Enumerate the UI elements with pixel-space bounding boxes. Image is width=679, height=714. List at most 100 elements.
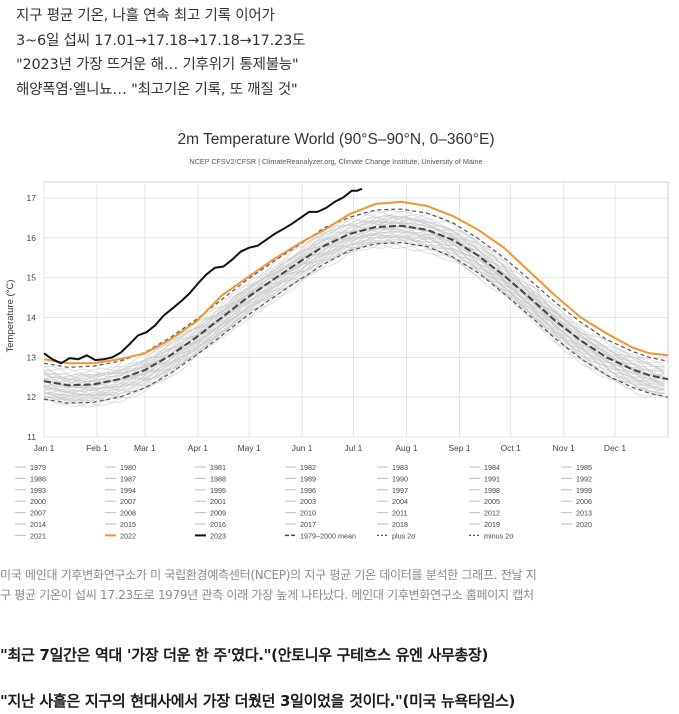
legend-label: 2000 [30,497,46,506]
legend-label: 1998 [484,486,500,495]
y-tick-label: 14 [27,312,37,322]
historical-year-line [43,239,665,407]
legend-label: 2008 [120,509,136,518]
chart-series [43,187,669,404]
x-tick-label: Nov 1 [553,443,575,453]
legend-label: 1985 [576,463,592,472]
historical-year-line [43,221,665,386]
legend-label: 1979–2000 mean [300,531,356,540]
bullet-line: 3~6일 섭씨 17.01→17.18→17.18→17.23도 [16,32,306,49]
legend-label: 2007 [120,497,136,506]
x-tick-label: Mar 1 [134,443,156,453]
legend-label: 1987 [120,474,136,483]
x-tick-label: Oct 1 [501,443,522,453]
legend-label: 1980 [120,463,136,472]
chart-grid [43,181,669,438]
plot-frame [43,181,669,438]
x-tick-label: Feb 1 [86,443,108,453]
y-tick-label: 17 [27,193,37,203]
y-axis-label: Temperature (°C) [5,280,16,353]
legend-label: 1983 [392,463,408,472]
chart-caption: 미국 메인대 기후변화연구소가 미 국립환경예측센터(NCEP)의 지구 평균 … [0,566,679,605]
caption-line: 구 평균 기온이 섭씨 17.23도로 1979년 관측 이래 가장 높게 나타… [0,587,534,602]
legend-label: 2019 [484,520,500,529]
y-tick-label: 16 [27,233,37,243]
bullet-line: 해양폭염·엘니뇨… "최고기온 기록, 또 깨질 것" [16,81,298,98]
legend-label: 2023 [210,531,226,540]
x-tick-label: Jun 1 [292,443,313,453]
legend-label: 1996 [300,486,316,495]
x-tick-label: May 1 [238,443,261,453]
legend-label: 2010 [300,509,316,518]
legend-label: 2012 [484,509,500,518]
chart-legend: 1979 1980 1981 1982 1983 1984 1985 1986 1987 1988… [15,463,592,540]
bullet-line: "2023년 가장 뜨거운 해… 기후위기 통제불능" [16,57,299,73]
historical-year-line [43,218,665,383]
legend-label: 1982 [300,463,316,472]
quote-nytimes: "지난 사흘은 지구의 현대사에서 가장 더웠던 3일이었을 것이다."(미국 … [0,692,516,710]
y-tick-label: 12 [27,392,37,402]
temperature-chart: 2m Temperature World (90°S–90°N, 0–360°E… [5,131,669,540]
y-tick-label: 11 [27,432,36,442]
legend-label: 1984 [484,463,500,472]
x-tick-label: Jan 1 [34,443,55,453]
legend-label: 2022 [120,531,136,540]
legend-label: 1991 [484,474,500,483]
temperature-chart-image: 2m Temperature World (90°S–90°N, 0–360°E… [0,122,679,552]
x-tick-label: Sep 1 [448,443,470,453]
chart-title: 2m Temperature World (90°S–90°N, 0–360°E… [178,131,495,148]
legend-label: 2013 [576,509,592,518]
legend-label: 1988 [210,474,226,483]
historical-year-line [43,228,665,396]
historical-year-line [43,239,665,403]
historical-year-line [43,216,665,385]
series-line-2023 [43,187,363,365]
x-tick-label: Dec 1 [604,443,626,453]
x-tick-label: Aug 1 [395,443,417,453]
legend-label: 1981 [210,463,226,472]
legend-label: 2016 [210,520,226,529]
historical-year-line [43,221,665,384]
legend-label: 1992 [576,474,592,483]
y-tick-label: 15 [27,273,37,283]
x-tick-label: Jul 1 [344,443,362,453]
bullet-line: 지구 평균 기온, 나흘 연속 최고 기록 이어가 [16,8,275,24]
chart-axes: 11 12 13 14 15 16 17 Jan 1 Feb 1 Mar 1 Apr 1 May 1 J… [27,193,627,453]
legend-label: 1989 [300,474,316,483]
legend-label: 2003 [300,497,316,506]
legend-label: 2011 [392,509,407,518]
historical-year-line [43,213,665,378]
series-line-2022 [43,200,669,365]
series-line-1979-2000-mean [43,224,669,387]
legend-label: 2007 [30,509,46,518]
legend-label: 2001 [210,497,226,506]
legend-label: 2017 [300,520,316,529]
legend-label: 2020 [576,520,592,529]
y-tick-label: 13 [27,352,37,362]
legend-label: 1999 [576,486,592,495]
chart-subtitle: NCEP CFSV2/CFSR | ClimateReanalyzer.org,… [190,157,483,166]
legend-label: 1993 [30,486,46,495]
legend-label: 1994 [120,486,136,495]
historical-year-line [43,210,665,376]
legend-label: 2004 [392,497,408,506]
legend-label: minus 2σ [484,531,514,540]
historical-year-line [43,210,665,380]
historical-year-line [43,236,665,405]
legend-label: plus 2σ [392,531,416,540]
historical-year-line [43,225,665,389]
series-line-minus-2- [43,241,669,404]
x-tick-label: Apr 1 [188,443,209,453]
historical-year-line [43,242,665,408]
legend-label: 1990 [392,474,408,483]
legend-label: 2015 [120,520,136,529]
legend-label: 2009 [210,509,226,518]
legend-label: 1997 [392,486,408,495]
legend-label: 1986 [30,474,46,483]
legend-label: 1979 [30,463,46,472]
legend-label: 2018 [392,520,408,529]
legend-label: 1995 [210,486,226,495]
legend-label: 2005 [484,497,500,506]
legend-label: 2014 [30,520,46,529]
article-bullet-list: 지구 평균 기온, 나흘 연속 최고 기록 이어가 3~6일 섭씨 17.01→… [16,4,305,102]
